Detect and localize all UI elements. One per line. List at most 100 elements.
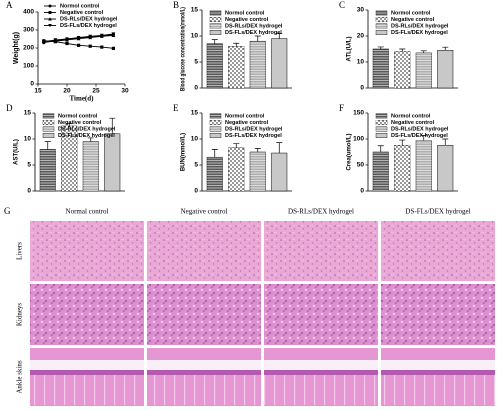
legend-label: DS-RLs/DEX hydrogel [60, 16, 118, 22]
legend-label: Normol control [58, 113, 98, 119]
y-tick-label: 5 [194, 59, 198, 66]
histology-image [147, 221, 261, 281]
panel-letter: E [173, 103, 179, 113]
legend-label: DS-RLs/DEX hydrogel [225, 126, 283, 132]
y-axis-label: Crea(umol/L) [347, 133, 353, 170]
x-tick-label: 30 [121, 88, 129, 95]
legend-pattern [376, 120, 387, 125]
legend-pattern [376, 17, 387, 22]
y-tick-label: 10 [24, 136, 32, 143]
y-axis-label: BUN(mmol/L) [181, 133, 187, 171]
bar-pattern [207, 43, 223, 88]
error-bar [420, 50, 427, 53]
bar [437, 50, 454, 89]
bar [437, 144, 454, 192]
x-tick-label: 15 [34, 88, 42, 95]
histology-image [30, 348, 144, 406]
bar-pattern [83, 141, 99, 191]
error-bar [211, 39, 218, 44]
y-tick-label: 100 [23, 63, 34, 70]
data-point [111, 46, 115, 50]
error-bar [442, 138, 449, 146]
y-tick-label: 300 [23, 27, 34, 34]
error-bar [442, 46, 449, 51]
legend-label: DS-FLs/DEX hydrogel [391, 30, 448, 36]
error-bar [44, 141, 51, 150]
legend-pattern [210, 17, 221, 22]
legend-label: Normol control [60, 3, 100, 9]
panel-letter: F [339, 103, 344, 113]
legend-label: Negative control [60, 10, 104, 16]
bar-pattern [416, 52, 432, 88]
error-bar [420, 135, 427, 141]
legend-pattern [210, 10, 221, 16]
legend-pattern [210, 23, 221, 29]
y-tick-label: 400 [23, 9, 34, 16]
legend-label: Normol control [391, 113, 431, 119]
legend-pattern [43, 120, 54, 125]
error-bar [276, 33, 283, 39]
legend-pattern [376, 23, 387, 29]
bar-pattern [250, 41, 266, 88]
row-label: Ankle skins [16, 360, 24, 394]
legend-swatch [375, 30, 388, 36]
y-axis-label: Blood glucose concentration(mmol/L) [181, 7, 187, 91]
error-bar [399, 139, 406, 146]
y-tick-label: 0 [27, 188, 31, 195]
legend-pattern [210, 113, 221, 119]
error-bar [233, 42, 240, 47]
error-bar [377, 145, 384, 152]
error-bar [109, 117, 116, 134]
y-tick-label: 10 [357, 59, 365, 66]
error-bar [399, 48, 406, 52]
bar [271, 38, 288, 89]
column-label: DS-FLs/DEX hydrogel [405, 208, 470, 216]
panel-letter: A [6, 0, 13, 10]
y-tick-label: 15 [24, 110, 32, 117]
data-point [88, 44, 92, 48]
y-tick-label: 0 [194, 85, 198, 92]
legend-label: Negative control [225, 17, 269, 23]
error-bar [276, 142, 283, 154]
bar-pattern [61, 126, 77, 191]
legend-label: DS-FLs/DEX hydrogel [391, 133, 448, 139]
y-tick-label: 50 [357, 162, 365, 169]
y-tick-label: 150 [353, 110, 364, 117]
y-axis-label: AST(U/L) [14, 139, 20, 165]
histology-image [381, 221, 495, 281]
data-point [76, 35, 81, 40]
histology-image [264, 348, 378, 406]
y-tick-label: 30 [357, 7, 365, 14]
x-tick-label: 20 [63, 88, 71, 95]
legend-swatch [42, 132, 55, 138]
legend-pattern [43, 126, 54, 132]
legend-pattern [210, 120, 221, 125]
bar-pattern [207, 157, 223, 191]
legend-label: DS-FLs/DEX hydrogel [225, 133, 282, 139]
x-axis-label: Time(d) [70, 95, 95, 103]
y-tick-label: 0 [360, 85, 364, 92]
data-point [88, 34, 93, 39]
error-bar [87, 137, 94, 142]
error-bar [254, 148, 261, 152]
y-tick-label: 20 [357, 33, 365, 40]
y-tick-label: 15 [191, 7, 199, 14]
y-tick-label: 0 [194, 188, 198, 195]
legend-marker [48, 11, 52, 14]
y-tick-label: 10 [191, 33, 199, 40]
error-bar [66, 123, 73, 126]
legend-label: Normol control [225, 113, 265, 119]
data-point [41, 40, 46, 44]
legend-label: Negative control [225, 120, 269, 126]
column-label: Negative control [181, 208, 228, 216]
histology-image [147, 348, 261, 406]
data-point [53, 38, 58, 42]
data-point [100, 45, 104, 49]
legend-label: DS-RLs/DEX hydrogel [58, 126, 116, 132]
data-point [65, 41, 69, 46]
legend-label: Normol control [391, 10, 431, 16]
row-label: Livers [16, 242, 24, 260]
y-tick-label: 5 [194, 162, 198, 169]
